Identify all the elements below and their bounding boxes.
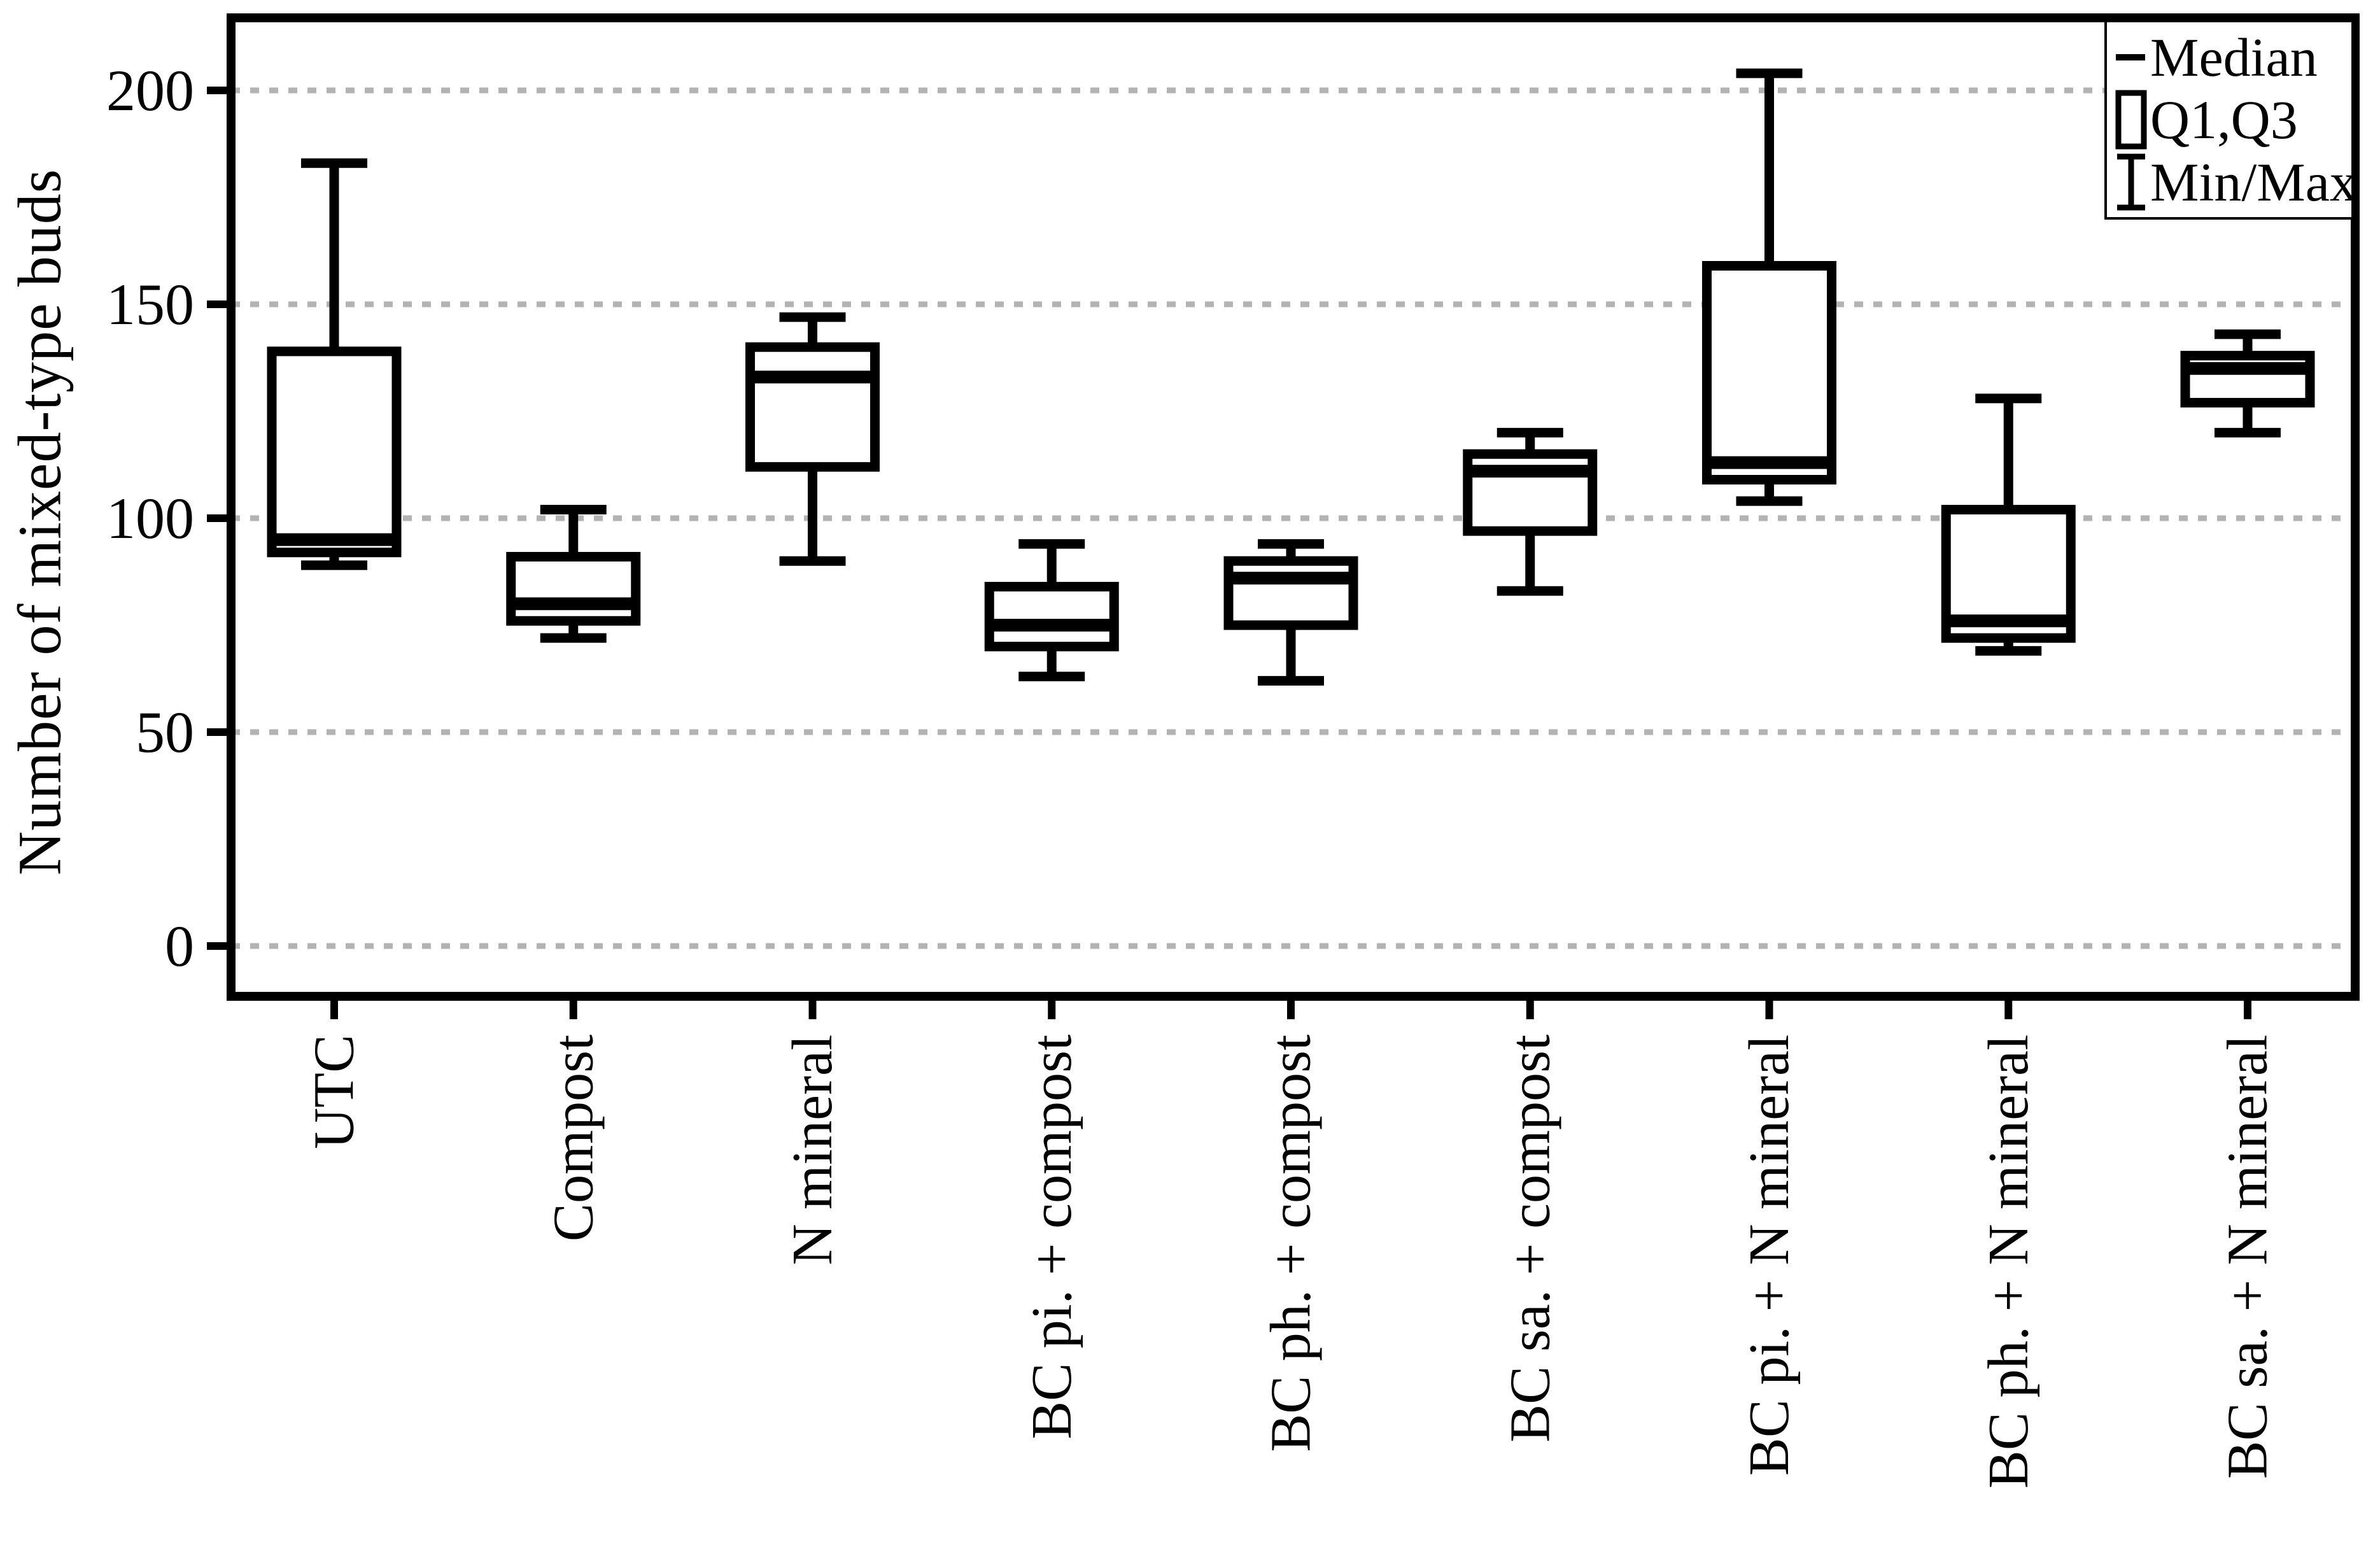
y-tick-label-50: 50 (136, 700, 194, 765)
box-rect (1702, 261, 1836, 485)
y-tick-label-150: 150 (106, 272, 194, 337)
x-tick-label-8: BC sa. + N mineral (2216, 1035, 2279, 1479)
legend-row-q1q3: Q1,Q3 (2113, 89, 2351, 150)
legend-label-minmax: Min/Max (2150, 152, 2357, 213)
whisker-icon (2113, 152, 2150, 213)
x-tick-label-0: UTC (303, 1035, 366, 1149)
box-icon (2113, 89, 2150, 150)
box-rect (506, 551, 641, 626)
box-rect (984, 582, 1119, 652)
legend-label-median: Median (2150, 27, 2318, 88)
y-axis-title: Number of mixed-type buds (5, 168, 74, 876)
legend-row-median: Median (2113, 27, 2351, 88)
x-tick-label-2: N mineral (781, 1035, 844, 1265)
y-tick-label-0: 0 (165, 914, 194, 978)
x-tick-label-7: BC ph. + N mineral (1977, 1035, 2040, 1488)
x-tick-label-3: BC pi. + compost (1020, 1035, 1083, 1439)
x-tick-label-5: BC sa. + compost (1498, 1035, 1561, 1443)
box-rect (1223, 556, 1358, 630)
legend-row-minmax: Min/Max (2113, 152, 2357, 213)
x-tick-label-6: BC pi. + N mineral (1738, 1035, 1801, 1476)
median-line-icon (2113, 27, 2150, 88)
y-tick-label-200: 200 (106, 58, 194, 123)
y-tick-label-100: 100 (106, 486, 194, 551)
x-tick-label-1: Compost (542, 1035, 605, 1241)
legend-label-q1q3: Q1,Q3 (2150, 89, 2298, 150)
legend: Median Q1,Q3 Min/Max (2104, 20, 2357, 220)
x-tick-label-4: BC ph. + compost (1260, 1035, 1323, 1452)
box-rect (745, 342, 880, 472)
box-rect (267, 346, 402, 558)
